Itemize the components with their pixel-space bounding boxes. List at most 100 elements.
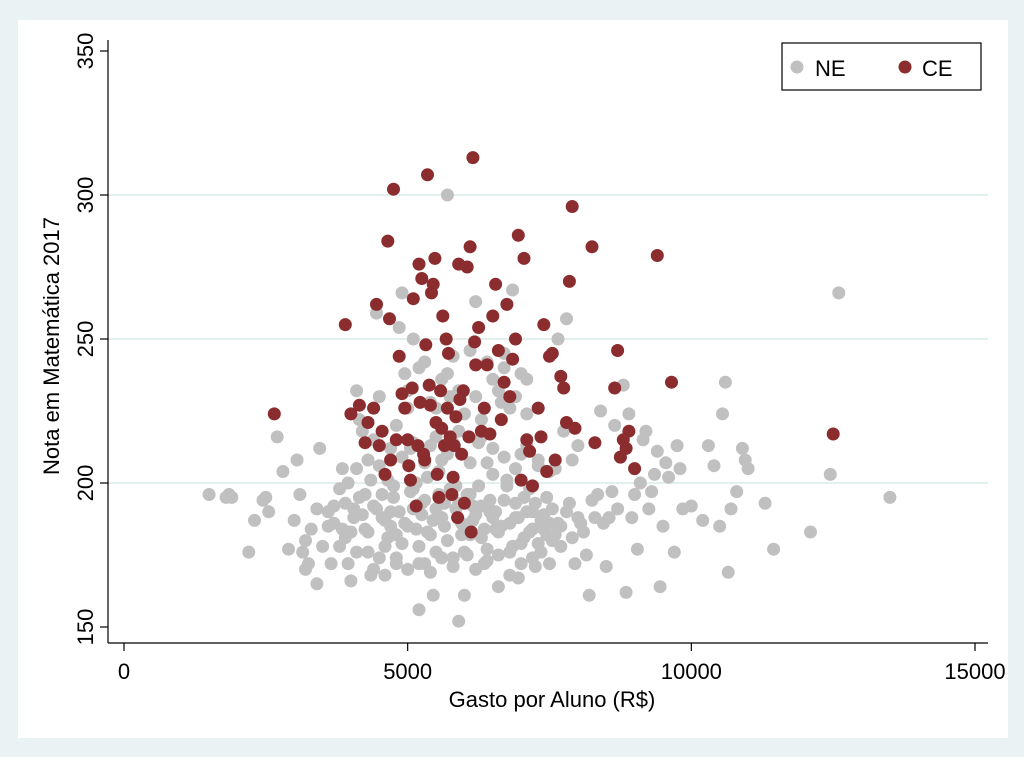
data-point-ne: [523, 525, 537, 539]
data-point-ne: [497, 361, 511, 375]
data-point-ne: [497, 450, 511, 464]
data-point-ce: [392, 349, 406, 363]
data-point-ne: [823, 467, 837, 481]
data-point-ne: [409, 522, 423, 536]
data-point-ne: [392, 321, 406, 334]
data-point-ne: [438, 519, 451, 533]
y-tick-label: 350: [73, 33, 98, 70]
data-point-ne: [440, 188, 454, 202]
data-point-ne: [395, 286, 409, 300]
data-point-ne: [701, 439, 715, 453]
data-point-ce: [421, 168, 434, 182]
data-point-ne: [341, 557, 355, 571]
data-point-ne: [423, 565, 437, 579]
data-point-ne: [531, 453, 545, 467]
data-point-ne: [341, 476, 355, 490]
data-point-ce: [395, 387, 409, 401]
data-point-ne: [350, 384, 364, 398]
data-point-ce: [422, 378, 436, 392]
grid-lines: [108, 194, 988, 484]
data-point-ce: [413, 395, 427, 409]
data-point-ce: [415, 272, 429, 285]
data-point-ne: [316, 539, 330, 553]
data-point-ce: [562, 274, 576, 288]
data-point-ne: [758, 496, 772, 510]
data-point-ne: [514, 367, 528, 381]
data-point-ne: [350, 462, 364, 476]
data-point-ne: [352, 490, 366, 504]
data-point-ce: [430, 467, 444, 481]
data-point-ne: [387, 479, 400, 493]
data-point-ne: [480, 542, 494, 556]
data-point-ne: [457, 588, 471, 602]
data-point-ne: [656, 519, 670, 533]
data-point-ne: [406, 332, 420, 346]
x-tick-label: 5000: [383, 659, 432, 684]
tick-labels: 150 200 250 300 350 0 5000 10000 15000: [73, 33, 1006, 684]
data-point-ce: [432, 490, 446, 504]
data-point-ne: [486, 467, 500, 481]
data-point-ne: [713, 519, 727, 533]
data-point-ne: [645, 485, 659, 499]
x-axis-label: Gasto por Aluno (R$): [449, 687, 656, 712]
data-point-ne: [335, 522, 349, 536]
data-point-ne: [730, 485, 744, 499]
data-point-ce: [352, 398, 366, 412]
data-point-ce: [491, 344, 505, 357]
data-point-ne: [287, 513, 301, 527]
data-point-ne: [540, 528, 554, 542]
data-point-ne: [520, 407, 534, 421]
data-point-ne: [361, 453, 375, 467]
data-point-ce: [464, 525, 478, 539]
data-point-ne: [540, 490, 554, 504]
data-point-ce: [384, 453, 398, 467]
data-point-ne: [338, 496, 352, 510]
legend: NE CE: [781, 42, 982, 91]
data-point-ce: [344, 407, 358, 421]
data-point-ne: [395, 537, 409, 550]
data-point-ne: [299, 534, 312, 548]
data-point-ne: [466, 513, 480, 527]
plot-panel: [18, 20, 1008, 738]
data-point-ne: [568, 557, 582, 571]
data-point-ce: [419, 338, 433, 352]
data-point-ne: [290, 453, 304, 467]
data-point-ne: [426, 588, 440, 602]
data-point-ne: [293, 488, 307, 501]
data-point-ne: [389, 418, 403, 432]
data-point-ne: [735, 441, 749, 455]
data-point-ce: [378, 467, 392, 481]
data-point-ce: [383, 312, 396, 326]
series-ce: [267, 151, 840, 539]
data-point-ne: [491, 580, 505, 594]
data-point-ne: [721, 565, 735, 579]
data-point-ce: [486, 309, 500, 323]
data-point-ce: [622, 424, 636, 438]
data-point-ne: [248, 513, 261, 527]
legend-label-ne: NE: [815, 56, 846, 81]
data-point-ne: [673, 462, 687, 476]
data-point-ce: [338, 318, 352, 332]
data-point-ne: [667, 545, 681, 559]
data-point-ce: [398, 401, 412, 415]
data-point-ne: [321, 519, 335, 533]
data-point-ne: [883, 490, 897, 504]
data-point-ne: [392, 505, 406, 519]
data-point-ce: [511, 228, 525, 242]
data-point-ne: [554, 539, 568, 553]
data-point-ne: [511, 511, 525, 525]
data-point-ce: [423, 398, 437, 412]
data-point-ne: [347, 511, 361, 525]
data-point-ce: [523, 444, 537, 458]
data-point-ne: [591, 488, 605, 501]
data-point-ne: [832, 286, 846, 300]
data-point-ne: [477, 522, 491, 536]
data-point-ne: [551, 516, 565, 530]
data-point-ne: [551, 332, 565, 346]
y-tick-label: 150: [73, 609, 98, 646]
data-point-ne: [375, 488, 389, 501]
data-point-ce: [455, 447, 469, 461]
data-point-ce: [503, 390, 517, 404]
data-point-ne: [344, 574, 358, 588]
data-point-ne: [528, 496, 542, 510]
